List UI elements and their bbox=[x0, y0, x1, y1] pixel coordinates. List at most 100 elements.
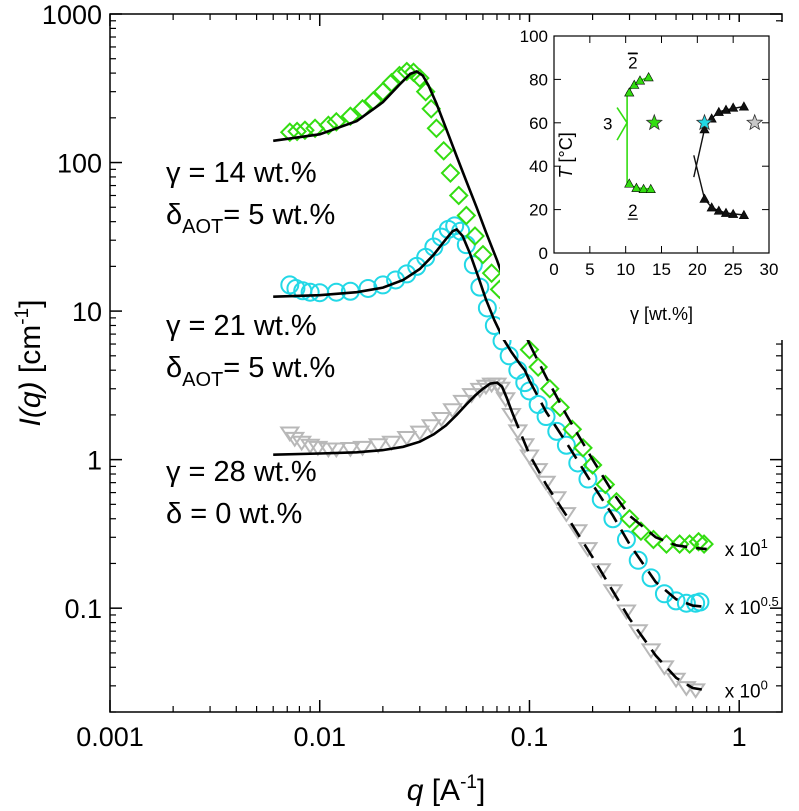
data-point bbox=[473, 244, 493, 265]
data-point bbox=[602, 584, 624, 600]
data-point bbox=[367, 438, 389, 454]
data-point bbox=[577, 542, 599, 558]
data-point bbox=[465, 226, 485, 246]
inset-y-tick-label: 40 bbox=[529, 157, 548, 176]
delta-value: = 5 wt.% bbox=[223, 352, 335, 384]
data-point bbox=[445, 216, 465, 236]
fit-line-dashed bbox=[528, 380, 707, 609]
data-point bbox=[640, 643, 662, 659]
inset-y-variable: T bbox=[556, 165, 576, 178]
y-tick-label: 1000 bbox=[42, 0, 102, 30]
inset-y-unit: [°C] bbox=[556, 132, 576, 167]
data-point bbox=[556, 507, 577, 523]
inset-y-tick-label: 100 bbox=[520, 27, 548, 46]
multiplier-exponent: 0 bbox=[761, 677, 768, 692]
black-triangle bbox=[738, 209, 750, 220]
data-point bbox=[352, 440, 373, 457]
phase-label-two-bar: 2 bbox=[628, 54, 637, 73]
inset-y-tick-label: 80 bbox=[529, 70, 548, 89]
black-triangle bbox=[706, 202, 717, 212]
sample-star bbox=[695, 113, 714, 131]
delta-symbol: δ bbox=[166, 352, 182, 384]
data-point bbox=[456, 205, 477, 226]
annotation-gamma: γ = 28 wt.% bbox=[166, 456, 317, 488]
fit-line-dashed bbox=[511, 412, 707, 692]
data-point bbox=[519, 449, 540, 466]
inset-x-axis-label: γ [wt.%] bbox=[630, 304, 693, 324]
y-tick-label: 100 bbox=[57, 149, 102, 179]
data-point bbox=[690, 592, 710, 612]
y-tick-label: 1 bbox=[87, 446, 102, 476]
data-point bbox=[616, 604, 637, 621]
series-0 bbox=[273, 377, 707, 699]
black-triangle bbox=[699, 193, 710, 203]
black-triangle bbox=[713, 205, 724, 215]
data-point bbox=[396, 430, 418, 447]
inset-y-tick-label: 0 bbox=[539, 244, 548, 263]
sample-star bbox=[746, 113, 764, 131]
annotation-gamma: γ = 14 wt.% bbox=[166, 157, 317, 189]
green-three-phase-wedge bbox=[616, 107, 629, 141]
data-point bbox=[546, 491, 568, 507]
scale-multiplier: x 100 bbox=[725, 677, 768, 702]
x-tick-label: 0.1 bbox=[511, 722, 549, 752]
x-axis-variable: q bbox=[407, 774, 424, 807]
inset-background bbox=[500, 22, 790, 340]
data-point bbox=[573, 437, 593, 458]
data-point bbox=[463, 255, 483, 275]
data-point bbox=[409, 68, 430, 89]
series-2 bbox=[273, 61, 714, 555]
phase-label-three: 3 bbox=[603, 114, 612, 133]
data-point bbox=[318, 115, 339, 136]
scale-multiplier: x 100.5 bbox=[725, 594, 779, 619]
y-axis-unit: [cm bbox=[14, 325, 47, 382]
data-point bbox=[426, 118, 447, 139]
multiplier-exponent: 0.5 bbox=[761, 594, 779, 609]
annotation-gamma: γ = 21 wt.% bbox=[166, 310, 317, 342]
data-point bbox=[679, 534, 700, 555]
data-point bbox=[433, 140, 454, 161]
data-point bbox=[340, 442, 361, 458]
delta-symbol: δ bbox=[166, 199, 182, 231]
black-triangle bbox=[728, 208, 739, 218]
data-point bbox=[676, 593, 696, 613]
inset-x-tick-label: 30 bbox=[760, 260, 779, 279]
data-point bbox=[396, 61, 417, 82]
series-1 bbox=[273, 216, 710, 613]
green-triangle bbox=[631, 182, 642, 192]
data-point bbox=[430, 411, 452, 428]
annotation-delta: δAOT= 5 wt.% bbox=[166, 352, 335, 391]
green-triangle bbox=[634, 75, 646, 85]
delta-subscript: AOT bbox=[182, 369, 223, 391]
delta-value: = 0 wt.% bbox=[182, 498, 302, 530]
data-point bbox=[295, 120, 315, 141]
annotation-delta: δAOT= 5 wt.% bbox=[166, 199, 335, 238]
data-point bbox=[643, 529, 664, 550]
fit-line bbox=[273, 227, 531, 382]
data-point bbox=[514, 438, 536, 454]
annotation-delta: δ = 0 wt.% bbox=[166, 498, 302, 530]
data-point bbox=[535, 475, 557, 492]
black-triangle bbox=[720, 207, 732, 217]
green-triangle bbox=[624, 178, 635, 188]
inset-green-phase bbox=[616, 72, 656, 193]
data-point bbox=[578, 469, 598, 489]
data-point bbox=[481, 263, 502, 284]
data-point bbox=[656, 534, 677, 555]
data-point bbox=[299, 438, 321, 455]
data-point bbox=[641, 568, 661, 588]
scale-multiplier: x 101 bbox=[725, 536, 768, 561]
y-tick-label: 0.1 bbox=[64, 594, 102, 624]
data-point bbox=[694, 534, 714, 555]
data-point bbox=[590, 563, 612, 579]
multiplier-base: x 10 bbox=[725, 681, 761, 702]
phase-label-two-under: 2 bbox=[628, 201, 637, 220]
delta-value: = 5 wt.% bbox=[223, 199, 335, 231]
data-point bbox=[665, 672, 687, 689]
fit-line bbox=[273, 381, 514, 456]
data-point bbox=[654, 660, 675, 676]
fit-line bbox=[273, 70, 531, 345]
data-point bbox=[300, 282, 320, 302]
